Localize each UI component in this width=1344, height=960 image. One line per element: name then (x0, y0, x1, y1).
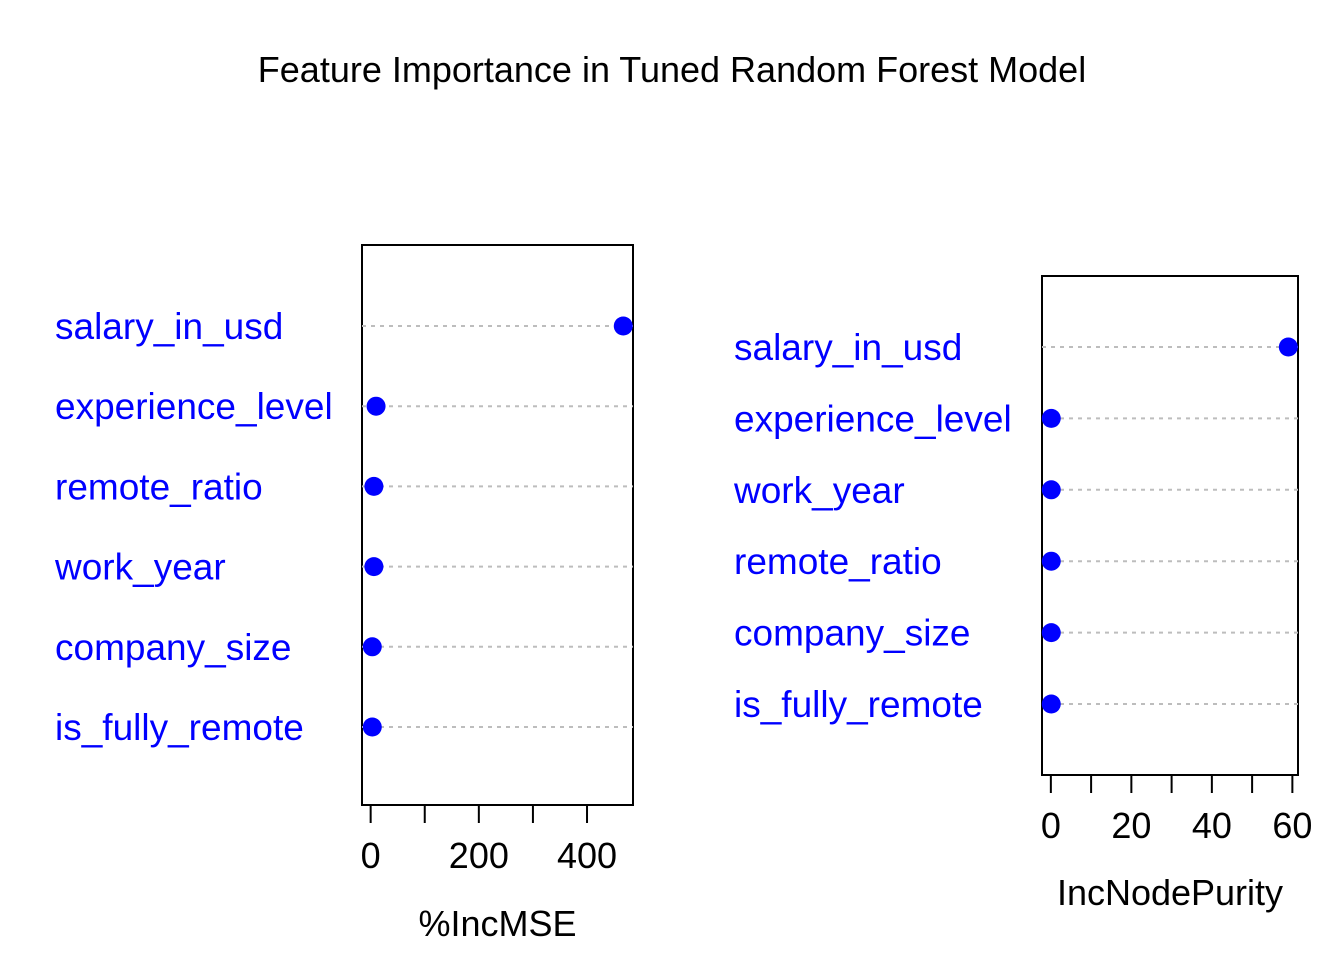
category-label: experience_level (734, 398, 1012, 439)
x-tick-label: 0 (361, 835, 381, 876)
data-point (362, 717, 382, 737)
x-tick-label: 0 (1041, 805, 1061, 846)
category-label: experience_level (55, 386, 333, 427)
category-label: remote_ratio (55, 466, 263, 507)
plot-frame (1041, 275, 1299, 776)
data-point (1041, 694, 1061, 714)
x-tick-label: 200 (449, 835, 509, 876)
category-label: salary_in_usd (55, 306, 283, 347)
data-point (1041, 551, 1061, 571)
category-label: is_fully_remote (734, 684, 983, 725)
data-point (362, 637, 382, 657)
data-point (1041, 480, 1061, 500)
x-tick-label: 20 (1111, 805, 1151, 846)
category-label: work_year (54, 547, 226, 588)
category-label: company_size (734, 613, 971, 654)
data-point (364, 557, 384, 577)
data-point (613, 316, 633, 336)
data-point (364, 476, 384, 496)
data-point (1041, 408, 1061, 428)
category-label: work_year (733, 470, 905, 511)
x-tick-label: 400 (557, 835, 617, 876)
plot-frame (361, 244, 634, 806)
incmse-panel: salary_in_usd experience_level remote_rati… (54, 244, 634, 944)
data-point (366, 396, 386, 416)
category-label: is_fully_remote (55, 707, 304, 748)
category-label: company_size (55, 627, 292, 668)
x-axis-label: IncNodePurity (1057, 872, 1283, 913)
x-tick-label: 40 (1192, 805, 1232, 846)
x-axis-label: %IncMSE (418, 903, 576, 944)
x-tick-label: 60 (1272, 805, 1312, 846)
category-label: salary_in_usd (734, 327, 962, 368)
incnodepurity-panel: salary_in_usd experience_level work_yearre… (733, 275, 1312, 913)
chart-title: Feature Importance in Tuned Random Fores… (258, 49, 1086, 90)
data-point (1041, 623, 1061, 643)
data-point (1278, 337, 1298, 357)
category-label: remote_ratio (734, 541, 942, 582)
